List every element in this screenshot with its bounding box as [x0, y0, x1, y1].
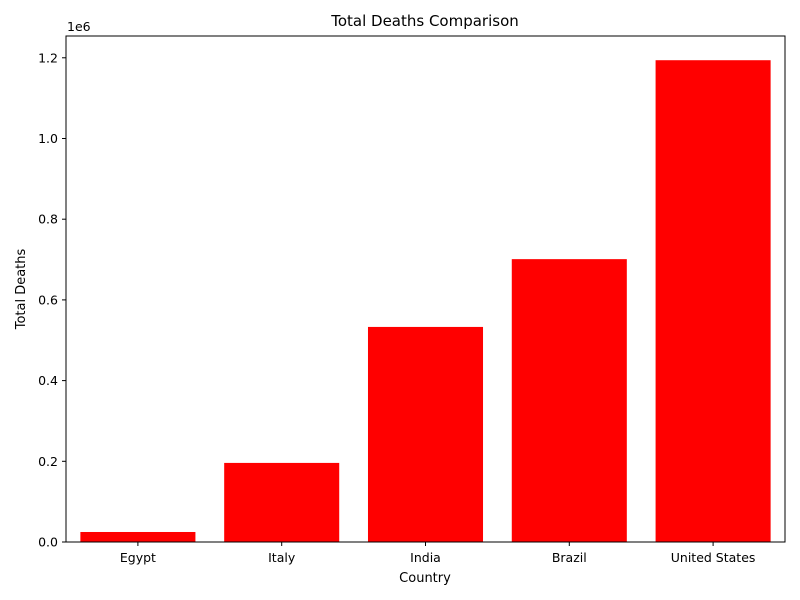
y-ticks: 0.0 0.2 0.4 0.6 0.8 1.0 1.2	[38, 50, 66, 550]
chart-title: Total Deaths Comparison	[330, 12, 519, 30]
y-axis-label: Total Deaths	[14, 248, 29, 330]
bar-italy	[224, 462, 340, 542]
bar-united-states	[655, 60, 771, 543]
y-axis-offset-label: 1e6	[67, 19, 91, 34]
y-tick-label: 0.0	[38, 535, 58, 550]
y-tick-label: 0.8	[38, 212, 58, 227]
y-tick-label: 0.2	[38, 454, 58, 469]
x-tick-label: United States	[671, 550, 756, 565]
y-tick-label: 1.0	[38, 131, 58, 146]
bars-layer	[80, 60, 771, 543]
x-axis-label: Country	[399, 571, 451, 586]
x-ticks: Egypt Italy India Brazil United States	[120, 542, 756, 565]
x-tick-label: India	[410, 550, 441, 565]
y-tick-label: 0.6	[38, 292, 58, 307]
x-tick-label: Brazil	[552, 550, 587, 565]
bar-brazil	[511, 259, 627, 542]
x-tick-label: Italy	[268, 550, 296, 565]
bar-egypt	[80, 531, 196, 542]
x-tick-label: Egypt	[120, 550, 156, 565]
y-tick-label: 0.4	[38, 373, 58, 388]
bar-india	[367, 326, 484, 542]
y-tick-label: 1.2	[38, 50, 58, 65]
